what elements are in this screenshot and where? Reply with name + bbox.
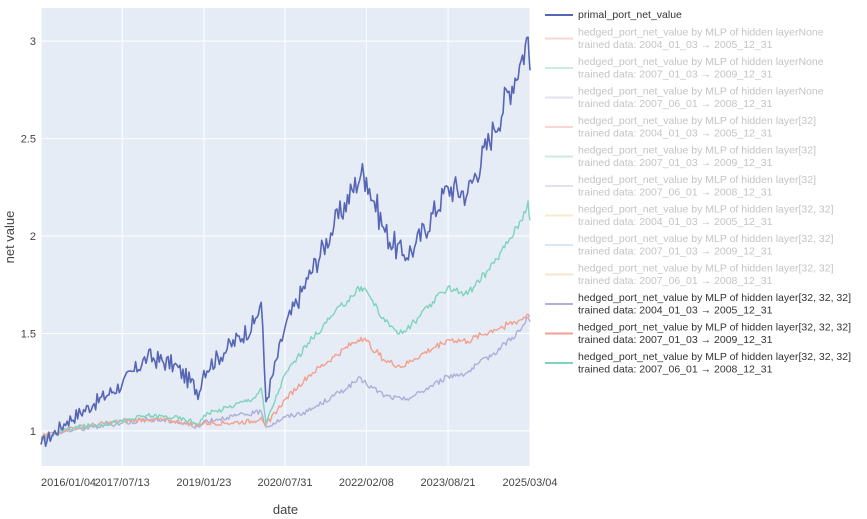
legend-entry-subtitle: trained data: 2004_01_03 → 2005_12_31 xyxy=(578,305,773,317)
y-tick-label: 3 xyxy=(30,36,36,48)
x-tick-label: 2020/07/31 xyxy=(257,477,312,489)
x-tick-label: 2019/01/23 xyxy=(176,477,231,489)
legend-entry-name[interactable]: hedged_port_net_value by MLP of hidden l… xyxy=(578,292,851,304)
legend-entry-name[interactable]: hedged_port_net_value by MLP of hidden l… xyxy=(578,86,824,98)
y-tick-label: 2 xyxy=(30,231,36,243)
y-tick-label: 1 xyxy=(30,426,36,438)
legend-entry-name[interactable]: hedged_port_net_value by MLP of hidden l… xyxy=(578,115,816,127)
x-tick-label: 2022/02/08 xyxy=(339,477,394,489)
legend-entry-name[interactable]: hedged_port_net_value by MLP of hidden l… xyxy=(578,27,824,39)
x-tick-label: 2017/07/13 xyxy=(95,477,150,489)
legend-entry-subtitle: trained data: 2007_01_03 → 2009_12_31 xyxy=(578,334,773,346)
legend-entry-subtitle: trained data: 2007_01_03 → 2009_12_31 xyxy=(578,157,773,169)
legend-entry-name[interactable]: hedged_port_net_value by MLP of hidden l… xyxy=(578,174,816,186)
legend-entry-name[interactable]: hedged_port_net_value by MLP of hidden l… xyxy=(578,263,834,275)
series-line xyxy=(40,200,531,440)
x-tick-label: 2016/01/04 xyxy=(41,477,96,489)
x-axis-title: date xyxy=(273,502,298,517)
y-tick-label: 1.5 xyxy=(21,328,36,340)
grid-lines xyxy=(40,8,531,466)
legend-entry-subtitle: trained data: 2007_06_01 → 2008_12_31 xyxy=(578,275,773,287)
legend-entry-subtitle: trained data: 2007_01_03 → 2009_12_31 xyxy=(578,69,773,81)
y-axis-title: net value xyxy=(2,211,17,264)
x-tick-label: 2023/08/21 xyxy=(421,477,476,489)
legend-entry-subtitle: trained data: 2007_01_03 → 2009_12_31 xyxy=(578,246,773,258)
legend-entry-subtitle: trained data: 2007_06_01 → 2008_12_31 xyxy=(578,98,773,110)
legend-entry-subtitle: trained data: 2004_01_03 → 2005_12_31 xyxy=(578,128,773,140)
x-tick-label: 2025/03/04 xyxy=(502,477,557,489)
legend-entry-name[interactable]: hedged_port_net_value by MLP of hidden l… xyxy=(578,351,851,363)
legend-entry-subtitle: trained data: 2007_06_01 → 2008_12_31 xyxy=(578,364,773,376)
legend-entry-subtitle: trained data: 2004_01_03 → 2005_12_31 xyxy=(578,39,773,51)
legend: primal_port_net_value hedged_port_net_val… xyxy=(545,9,851,376)
legend-entry-name[interactable]: hedged_port_net_value by MLP of hidden l… xyxy=(578,233,834,245)
legend-entry-name[interactable]: hedged_port_net_value by MLP of hidden l… xyxy=(578,145,816,157)
legend-entry-subtitle: trained data: 2004_01_03 → 2005_12_31 xyxy=(578,216,773,228)
series-line xyxy=(40,316,531,441)
legend-entry-name[interactable]: hedged_port_net_value by MLP of hidden l… xyxy=(578,56,824,68)
series-line xyxy=(40,36,531,448)
legend-entry-subtitle: trained data: 2007_06_01 → 2008_12_31 xyxy=(578,187,773,199)
legend-entry-name[interactable]: primal_port_net_value xyxy=(578,9,682,21)
plot-area xyxy=(41,8,530,466)
series-lines xyxy=(40,36,531,448)
legend-entry-name[interactable]: hedged_port_net_value by MLP of hidden l… xyxy=(578,204,834,216)
y-tick-label: 2.5 xyxy=(21,134,36,146)
legend-entry-name[interactable]: hedged_port_net_value by MLP of hidden l… xyxy=(578,322,851,334)
y-axis-ticks: 1 1.5 2 2.5 3 xyxy=(21,36,36,438)
